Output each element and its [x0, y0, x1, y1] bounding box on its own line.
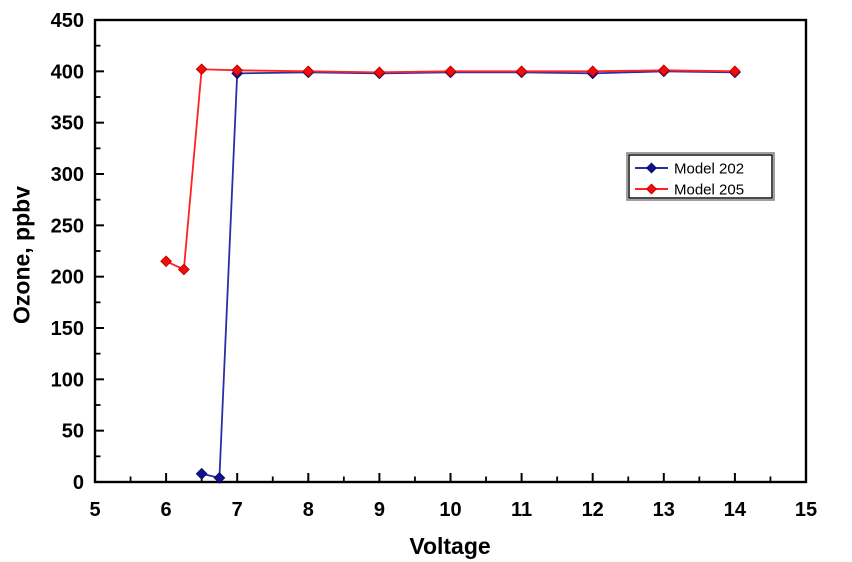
y-axis-tick-label: 200: [51, 267, 84, 289]
y-axis-tick-label: 100: [51, 369, 84, 391]
x-axis-tick-label: 14: [724, 499, 747, 521]
series-model-205: [160, 63, 741, 276]
data-point-marker: [373, 66, 386, 79]
data-point-marker: [444, 65, 457, 78]
x-axis-tick-label: 5: [89, 499, 100, 521]
legend-label: Model 202: [674, 161, 744, 178]
x-axis-tick-label: 11: [511, 499, 532, 521]
legend-label: Model 205: [674, 182, 744, 199]
series-model-202: [195, 65, 741, 484]
data-point-marker: [657, 64, 670, 77]
x-axis-tick-label: 7: [232, 499, 243, 521]
data-point-marker: [728, 65, 741, 78]
data-point-marker: [302, 65, 315, 78]
data-point-marker: [195, 63, 208, 76]
x-axis-tick-label: 10: [439, 499, 461, 521]
data-point-marker: [177, 263, 190, 276]
y-axis-tick-label: 350: [51, 113, 84, 135]
series-line: [201, 70, 735, 480]
x-axis-tick-label: 8: [303, 499, 314, 521]
data-point-marker: [195, 467, 208, 480]
x-axis-tick-label: 13: [653, 499, 675, 521]
y-axis-tick-label: 400: [51, 61, 84, 83]
legend-marker: [645, 162, 658, 174]
data-point-marker: [515, 65, 528, 78]
legend-marker: [645, 183, 658, 195]
x-axis-title: Voltage: [409, 533, 491, 559]
y-axis-tick-label: 450: [51, 10, 84, 32]
y-axis-tick-label: 150: [51, 318, 84, 340]
y-axis-tick-label: 50: [62, 421, 84, 443]
data-point-marker: [213, 471, 226, 484]
y-axis-tick-label: 250: [51, 215, 84, 237]
data-point-marker: [586, 65, 599, 78]
data-point-marker: [160, 255, 173, 268]
plot-border: [93, 18, 808, 484]
y-axis-tick-label: 0: [73, 472, 84, 494]
x-axis-tick-label: 12: [582, 499, 604, 521]
x-axis-tick-label: 9: [374, 499, 385, 521]
data-point-marker: [231, 64, 244, 77]
y-axis-title: Ozone, ppbv: [8, 186, 35, 324]
y-axis-tick-label: 300: [51, 164, 84, 186]
x-axis-tick-label: 6: [161, 499, 172, 521]
x-axis-tick-label: 15: [795, 499, 817, 521]
